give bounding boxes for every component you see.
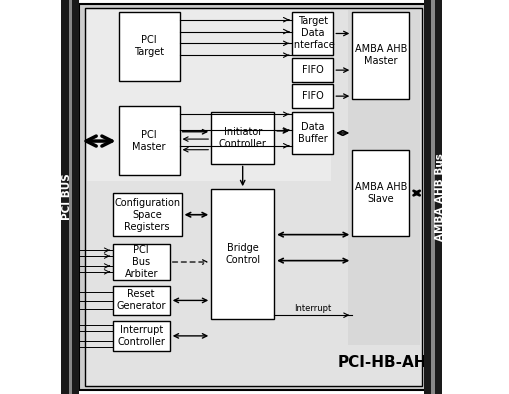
Bar — [72, 0, 79, 394]
Bar — [352, 12, 409, 98]
Text: FIFO: FIFO — [302, 65, 324, 75]
Text: Target
Data
Interface: Target Data Interface — [291, 17, 334, 50]
Bar — [424, 0, 431, 394]
Text: PCI-HB-AHB: PCI-HB-AHB — [338, 355, 439, 370]
Text: PCI
Target: PCI Target — [134, 35, 164, 57]
Text: PCI
Master: PCI Master — [132, 130, 166, 152]
Text: FIFO: FIFO — [302, 91, 324, 101]
Bar — [292, 12, 333, 55]
Bar — [69, 0, 72, 394]
Bar — [292, 58, 333, 82]
Bar — [119, 106, 180, 175]
Bar — [211, 112, 274, 164]
Text: Configuration
Space
Registers: Configuration Space Registers — [114, 198, 180, 232]
Text: PCI BUS: PCI BUS — [62, 174, 72, 220]
Bar — [435, 0, 442, 394]
Bar — [112, 244, 170, 280]
Text: PCI
Bus
Arbiter: PCI Bus Arbiter — [125, 245, 158, 279]
Text: Bridge
Control: Bridge Control — [225, 243, 260, 265]
Bar — [112, 193, 182, 236]
Bar — [292, 112, 333, 154]
Text: AMBA AHB
Master: AMBA AHB Master — [355, 44, 407, 66]
Bar — [112, 286, 170, 315]
Bar — [292, 84, 333, 108]
Bar — [87, 10, 331, 181]
Bar — [119, 12, 180, 81]
Text: Initiator
Controller: Initiator Controller — [219, 127, 267, 149]
Bar — [211, 189, 274, 319]
Text: Interrupt
Controller: Interrupt Controller — [117, 325, 165, 347]
Bar — [79, 4, 426, 390]
Text: AMBA AHB
Slave: AMBA AHB Slave — [355, 182, 407, 204]
Bar — [85, 8, 422, 386]
Text: Data
Buffer: Data Buffer — [298, 122, 327, 144]
Bar — [62, 0, 69, 394]
Text: AMBA AHB Bus: AMBA AHB Bus — [436, 153, 445, 241]
Bar — [348, 10, 420, 345]
Bar — [112, 321, 170, 351]
Bar — [352, 150, 409, 236]
Bar — [431, 0, 435, 394]
Text: Reset
Generator: Reset Generator — [117, 290, 166, 311]
Text: Interrupt: Interrupt — [295, 304, 332, 312]
